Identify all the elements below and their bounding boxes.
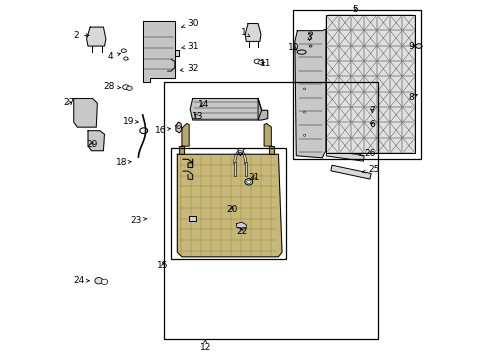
- Text: 15: 15: [157, 261, 168, 270]
- Text: 21: 21: [248, 173, 260, 182]
- Ellipse shape: [244, 179, 252, 185]
- Text: 26: 26: [358, 149, 375, 158]
- Text: 6: 6: [369, 120, 374, 129]
- Ellipse shape: [303, 88, 305, 90]
- Ellipse shape: [101, 279, 107, 284]
- Ellipse shape: [254, 59, 260, 64]
- Polygon shape: [258, 99, 267, 120]
- Ellipse shape: [121, 49, 126, 53]
- Polygon shape: [88, 131, 104, 151]
- Text: 24: 24: [74, 276, 89, 285]
- Text: 2: 2: [73, 31, 89, 40]
- Text: 32: 32: [180, 64, 198, 73]
- Polygon shape: [142, 21, 175, 82]
- Text: 18: 18: [115, 158, 131, 167]
- Ellipse shape: [308, 45, 311, 47]
- Text: 29: 29: [86, 140, 97, 149]
- Ellipse shape: [95, 278, 102, 284]
- Ellipse shape: [415, 44, 421, 48]
- Text: 19: 19: [122, 117, 138, 126]
- Bar: [228, 198, 240, 207]
- Polygon shape: [236, 222, 246, 229]
- Polygon shape: [175, 50, 179, 56]
- Polygon shape: [244, 23, 261, 41]
- Polygon shape: [190, 99, 261, 120]
- Text: 9: 9: [408, 41, 415, 50]
- Polygon shape: [86, 27, 106, 46]
- Text: 10: 10: [287, 43, 299, 52]
- Polygon shape: [189, 216, 196, 221]
- Ellipse shape: [303, 111, 305, 113]
- Bar: [164, 82, 378, 339]
- Text: 30: 30: [181, 19, 198, 28]
- Text: 16: 16: [155, 126, 170, 135]
- Ellipse shape: [126, 86, 132, 90]
- Text: 5: 5: [352, 5, 357, 14]
- Polygon shape: [74, 99, 97, 127]
- Polygon shape: [179, 146, 184, 154]
- Bar: [292, 10, 421, 158]
- Text: 13: 13: [191, 112, 203, 121]
- Text: 12: 12: [199, 339, 210, 352]
- Polygon shape: [182, 123, 189, 146]
- Ellipse shape: [308, 32, 312, 35]
- Ellipse shape: [297, 50, 305, 54]
- Bar: [171, 148, 285, 258]
- Text: 8: 8: [408, 93, 417, 102]
- Polygon shape: [294, 29, 325, 158]
- Ellipse shape: [258, 60, 263, 64]
- Text: 14: 14: [197, 100, 209, 109]
- Text: 20: 20: [226, 205, 237, 214]
- Bar: [330, 165, 370, 179]
- Text: 28: 28: [103, 82, 121, 91]
- Polygon shape: [268, 146, 273, 154]
- Ellipse shape: [246, 180, 250, 183]
- Text: 17: 17: [234, 148, 245, 157]
- Text: 7: 7: [369, 106, 374, 115]
- Text: 23: 23: [130, 216, 146, 225]
- Ellipse shape: [123, 57, 128, 60]
- Ellipse shape: [303, 134, 305, 136]
- Bar: [325, 150, 364, 161]
- Polygon shape: [325, 15, 414, 153]
- Ellipse shape: [122, 85, 129, 89]
- Polygon shape: [176, 122, 182, 133]
- Text: 27: 27: [63, 98, 74, 107]
- Text: 3: 3: [306, 33, 312, 42]
- Text: 4: 4: [107, 52, 120, 61]
- Polygon shape: [264, 123, 271, 146]
- Text: 25: 25: [362, 166, 379, 175]
- Text: 1: 1: [241, 28, 249, 37]
- Polygon shape: [177, 154, 282, 257]
- Text: 11: 11: [259, 59, 270, 68]
- Text: 22: 22: [236, 227, 247, 236]
- Text: 31: 31: [181, 41, 198, 50]
